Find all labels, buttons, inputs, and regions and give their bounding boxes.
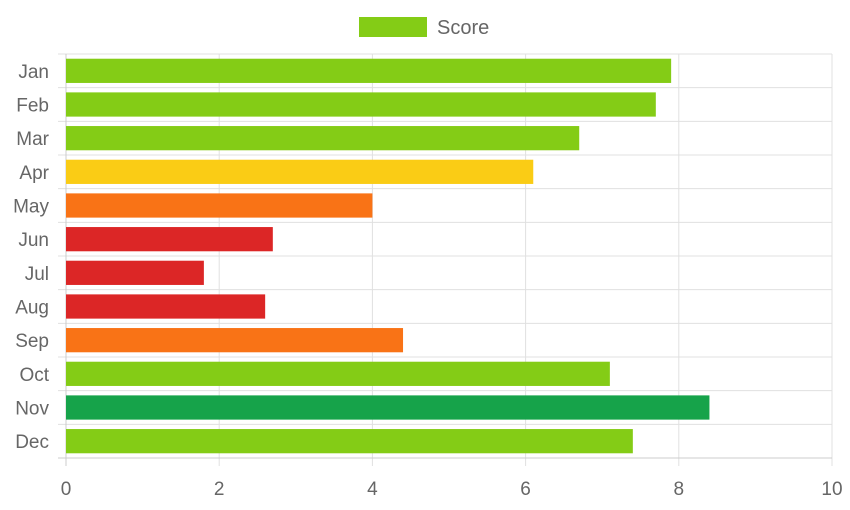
category-label-sep: Sep <box>15 331 49 352</box>
bar-jun[interactable] <box>66 227 273 252</box>
gridlines <box>58 53 833 466</box>
category-label-aug: Aug <box>15 298 49 319</box>
bar-nov[interactable] <box>66 395 710 420</box>
x-tick-label-0: 0 <box>61 479 72 500</box>
x-tick-label-2: 4 <box>367 479 378 500</box>
bars <box>66 58 710 454</box>
bar-mar[interactable] <box>66 126 580 151</box>
x-tick-label-4: 8 <box>674 479 685 500</box>
category-label-jun: Jun <box>18 230 49 251</box>
bar-dec[interactable] <box>66 429 633 454</box>
bar-jul[interactable] <box>66 260 204 285</box>
category-label-feb: Feb <box>16 96 49 117</box>
x-tick-label-1: 2 <box>214 479 225 500</box>
x-tick-label-3: 6 <box>520 479 531 500</box>
bar-jan[interactable] <box>66 58 672 83</box>
x-axis-ticks: 0 2 4 6 8 10 <box>61 479 843 500</box>
category-label-mar: Mar <box>16 129 49 150</box>
category-label-nov: Nov <box>15 399 49 420</box>
bar-may[interactable] <box>66 193 373 218</box>
legend-label-score: Score <box>437 17 489 39</box>
category-label-may: May <box>13 197 49 218</box>
legend: Score <box>359 17 489 39</box>
category-label-jul: Jul <box>25 264 49 285</box>
legend-swatch-score <box>359 17 427 37</box>
category-label-apr: Apr <box>19 163 49 184</box>
bar-apr[interactable] <box>66 159 534 184</box>
bar-feb[interactable] <box>66 92 656 117</box>
category-label-jan: Jan <box>18 62 49 83</box>
bar-oct[interactable] <box>66 361 610 386</box>
bar-aug[interactable] <box>66 294 266 319</box>
category-label-dec: Dec <box>15 432 49 453</box>
category-labels: Jan Feb Mar Apr May Jun Jul Aug Sep Oct Nov Dec <box>13 62 50 453</box>
bar-sep[interactable] <box>66 328 404 353</box>
x-tick-label-5: 10 <box>821 479 842 500</box>
category-label-oct: Oct <box>19 365 49 386</box>
